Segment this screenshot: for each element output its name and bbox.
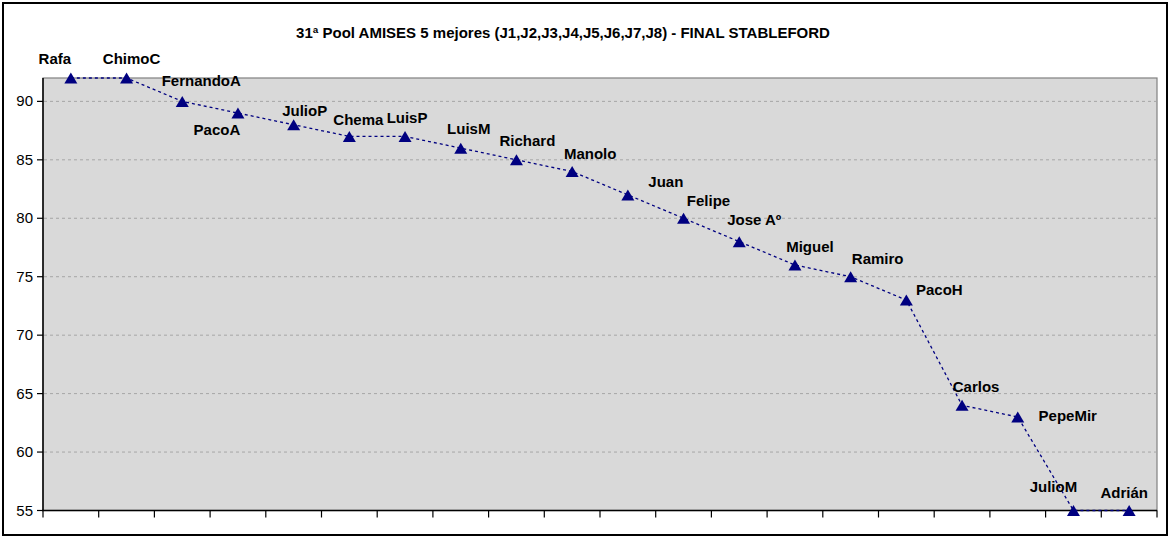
data-point-label: Jose Aº: [727, 211, 782, 228]
y-tick-label: 55: [16, 502, 33, 519]
data-point-label: PepeMir: [1039, 407, 1098, 424]
data-point-label: PacoH: [916, 281, 963, 298]
line-chart: 55 60 65 70 75 80 85 90 Rafa ChimoCFernandoA PacoA…: [0, 0, 1170, 538]
data-point-label: Adrián: [1100, 484, 1148, 501]
data-point-label: ChimoC: [103, 50, 161, 67]
y-tick-label: 60: [16, 443, 33, 460]
chart-window: 55 60 65 70 75 80 85 90 Rafa ChimoCFernandoA PacoA…: [0, 0, 1170, 538]
y-tick-label: 90: [16, 92, 33, 109]
data-point-label: Juan: [648, 173, 683, 190]
data-point-label: LuisM: [447, 120, 490, 137]
data-point-label: Rafa: [39, 50, 72, 67]
data-point-label: PacoA: [194, 121, 241, 138]
data-point-label: Chema: [333, 111, 384, 128]
data-point-label: Miguel: [786, 238, 834, 255]
y-tick-label: 80: [16, 209, 33, 226]
data-point-label: JulioM: [1030, 478, 1078, 495]
data-point-label: Richard: [500, 132, 556, 149]
chart-title: 31ª Pool AMISES 5 mejores (J1,J2,J3,J4,J…: [296, 24, 830, 41]
y-tick-label: 70: [16, 326, 33, 343]
data-point-label: FernandoA: [162, 72, 241, 89]
data-point-label: Manolo: [564, 145, 617, 162]
data-point-label: Ramiro: [852, 250, 904, 267]
data-point-label: JulioP: [282, 102, 327, 119]
y-tick-label: 75: [16, 268, 33, 285]
y-tick-label: 85: [16, 151, 33, 168]
data-point-label: Carlos: [953, 378, 1000, 395]
y-tick-label: 65: [16, 385, 33, 402]
data-point-label: Felipe: [687, 192, 730, 209]
data-point-label: LuisP: [387, 109, 428, 126]
plot-area: [43, 78, 1157, 511]
